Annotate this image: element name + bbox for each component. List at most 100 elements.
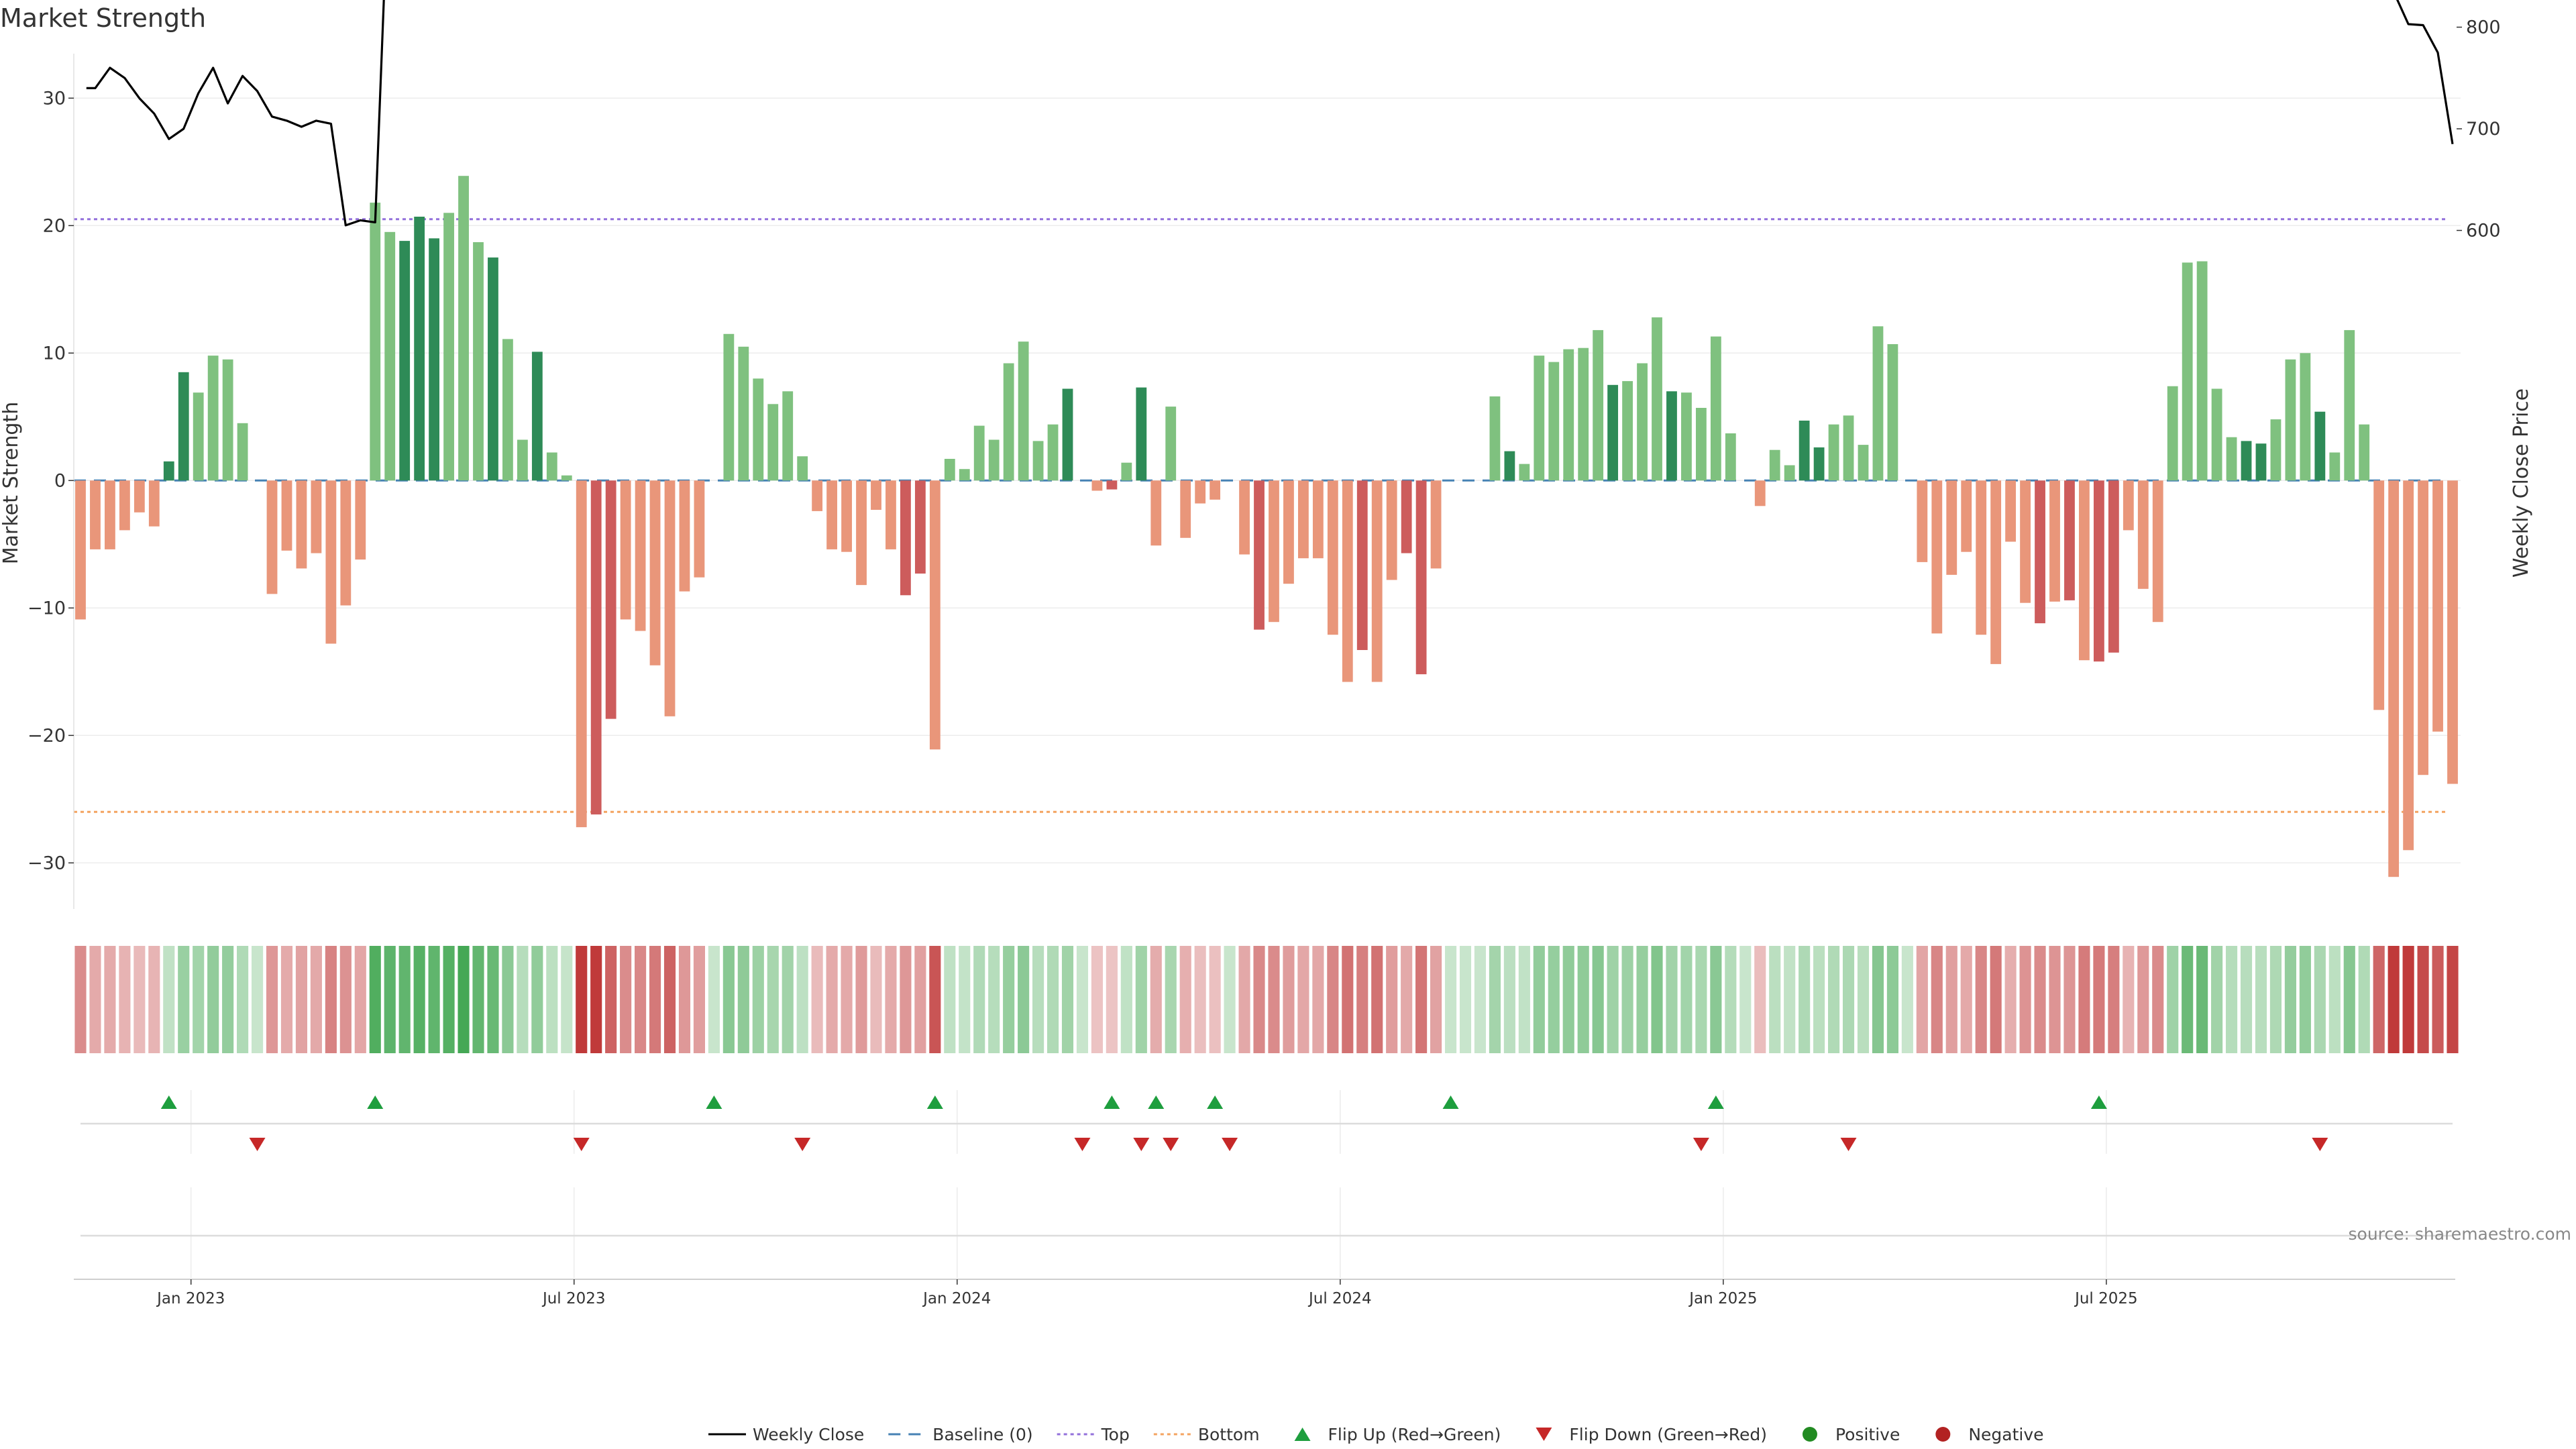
strength-bar [311,480,322,553]
strength-bar [531,352,543,481]
heatmap-cell [663,946,676,1053]
heatmap-cell [841,946,853,1053]
strength-bar [1062,388,1073,481]
heatmap-cell [1386,946,1398,1053]
heatmap-cell [1886,946,1898,1053]
strength-bar [1269,480,1279,623]
strength-bar [399,241,411,481]
heatmap-cell [502,946,514,1053]
strength-bar [2314,411,2326,481]
strength-bar [1843,415,1854,481]
strength-bar [812,480,823,511]
heatmap-cell [1268,946,1280,1053]
heatmap-cell [1430,946,1442,1053]
heatmap-cell [870,946,882,1053]
flip-down-marker [794,1138,811,1151]
strength-bar [782,391,794,481]
flip-down-marker [1074,1138,1091,1151]
legend-label: Flip Up (Red→Green) [1328,1425,1501,1444]
heatmap-cell [163,946,175,1053]
strength-bar [2447,480,2458,784]
strength-bar [635,480,646,631]
heatmap-cell [2196,946,2208,1053]
heatmap-cell [2167,946,2179,1053]
heatmap-cell [2123,946,2135,1053]
heatmap-cell [1224,946,1236,1053]
flip-up-marker [1707,1095,1724,1109]
heatmap-cell [1636,946,1648,1053]
heatmap-cell [1799,946,1811,1053]
strength-bar [1150,480,1162,546]
flip-up-marker [367,1095,384,1109]
date-tick-label: Jul 2023 [541,1290,606,1307]
heatmap-cell [561,946,573,1053]
heatmap-cell [1725,946,1737,1053]
strength-bar [1430,480,1442,569]
strength-bar [2344,330,2355,481]
heatmap-cell [1474,946,1487,1053]
strength-bar [1917,480,1928,562]
heatmap-cell [2240,946,2253,1053]
strength-bar [193,392,204,481]
heatmap-cell [1503,946,1515,1053]
heatmap-cell [1046,946,1059,1053]
legend-label: Flip Down (Green→Red) [1569,1425,1767,1444]
left-axis-ticks: 30 20 10 0 −10 −20 −30 [28,54,74,909]
heatmap-cell [1106,946,1118,1053]
heatmap-cell [973,946,985,1053]
heatmap-cell [782,946,794,1053]
heatmap-cell [119,946,131,1053]
strength-bar [502,339,513,481]
heatmap-cell [531,946,543,1053]
heatmap-cell [1651,946,1663,1053]
heatmap-cell [1444,946,1457,1053]
strength-bar [1298,480,1309,559]
strength-bar [620,480,631,620]
heatmap-cell [1695,946,1707,1053]
heatmap-cell [2417,946,2429,1053]
strength-bar [1283,480,1294,584]
strength-bar [767,404,779,481]
strength-bar [1976,480,1987,635]
heatmap-cell [1401,946,1413,1053]
heatmap-cell [1592,946,1604,1053]
strength-bar [1415,480,1427,675]
strength-bar [1356,480,1368,650]
heatmap-cell [104,946,116,1053]
heatmap-cell [1120,946,1132,1053]
strength-bar [2300,353,2311,481]
strength-bar [576,480,587,828]
strength-bar [237,423,248,481]
flip-up-marker [706,1095,722,1109]
heatmap-cell [900,946,912,1053]
heatmap-cell [207,946,219,1053]
heatmap-cell [2387,946,2400,1053]
heatmap-cell [2182,946,2194,1053]
strength-bar [1681,392,1692,481]
heatmap-cell [620,946,632,1053]
heatmap-cell [1135,946,1147,1053]
heatmap-cell [472,946,484,1053]
heatmap-cell [89,946,101,1053]
date-axis-ticks: Jan 2023 Jul 2023 Jan 2024 Jul 2024 Jan 2025… [156,1279,2138,1307]
strength-bar [1401,480,1412,553]
heatmap-cell [1018,946,1030,1053]
heatmap-cell [752,946,764,1053]
strength-bar [605,480,616,719]
heatmap-cell [2004,946,2017,1053]
strength-bar [2285,359,2296,481]
strength-bar [723,333,735,481]
heatmap-cell [1032,946,1044,1053]
heatmap-cell [1813,946,1825,1053]
strength-bar [679,480,690,592]
strength-bar [163,461,174,481]
heatmap-cell [2269,946,2282,1053]
strength-bar [885,480,896,549]
heatmap-cell [1533,946,1545,1053]
heatmap-cell [1489,946,1501,1053]
heatmap-cell [2358,946,2370,1053]
strength-bar [207,356,219,481]
strength-bar [753,378,764,481]
heatmap-cell [635,946,647,1053]
flip_down-legend-symbol [1536,1428,1552,1441]
